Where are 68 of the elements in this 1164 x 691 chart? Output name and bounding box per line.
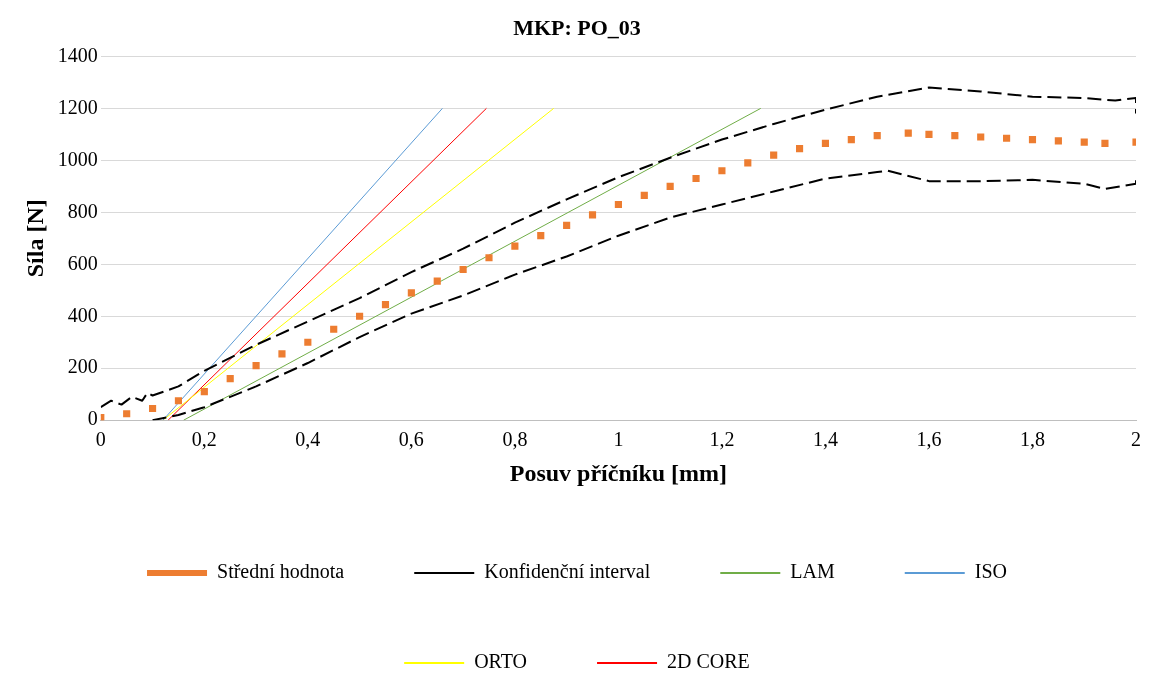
point: [640, 191, 648, 199]
point: [304, 338, 312, 346]
point: [588, 211, 597, 219]
line-series: [151, 169, 1136, 421]
y-tick-label: 200: [67, 355, 98, 378]
y-tick-label: 1000: [57, 147, 98, 170]
legend-label: Konfidenční interval: [484, 560, 651, 583]
y-tick-label: 800: [67, 199, 98, 222]
x-tick-label: 1,4: [812, 428, 838, 451]
point: [795, 145, 804, 153]
point: [925, 130, 933, 138]
y-tick-label: 1400: [57, 43, 98, 66]
point: [200, 388, 208, 396]
x-tick-label: 1,2: [709, 428, 735, 451]
x-tick-label: 1,8: [1019, 428, 1045, 451]
point: [666, 182, 674, 190]
point: [433, 277, 441, 285]
point: [977, 133, 985, 141]
x-tick-label: 1,6: [916, 428, 942, 451]
chart-title: MKP: PO_03: [513, 14, 641, 40]
point: [148, 404, 157, 413]
point: [459, 265, 467, 274]
y-tick-label: 0: [87, 407, 98, 430]
point: [330, 325, 338, 333]
point: [226, 375, 234, 383]
point: [1028, 135, 1037, 144]
x-tick-label: 0,4: [295, 428, 321, 451]
point: [174, 397, 183, 405]
point: [563, 221, 571, 229]
point: [356, 312, 364, 320]
point: [718, 167, 726, 175]
point: [381, 300, 390, 309]
legend-label: ORTO: [474, 650, 528, 673]
y-tick-label: 400: [67, 303, 98, 326]
point: [1054, 137, 1062, 145]
point: [1080, 138, 1088, 146]
x-tick-label: 1: [613, 428, 624, 451]
point: [873, 132, 881, 140]
point: [744, 159, 752, 167]
legend-label: 2D CORE: [667, 650, 750, 673]
x-tick-label: 0,8: [502, 428, 528, 451]
point: [847, 135, 855, 144]
point: [278, 350, 286, 358]
point: [252, 362, 260, 370]
y-tick-label: 600: [67, 251, 98, 274]
point: [904, 129, 912, 137]
point: [692, 174, 700, 183]
legend-label: Střední hodnota: [217, 560, 345, 583]
point: [485, 254, 493, 262]
legend-label: LAM: [790, 560, 835, 583]
point: [1003, 134, 1011, 142]
point: [407, 289, 415, 297]
line-series: [100, 86, 1136, 409]
point: [821, 139, 830, 148]
point: [951, 132, 959, 140]
point: [123, 410, 131, 418]
point: [1101, 139, 1109, 148]
point: [511, 242, 519, 250]
point: [770, 151, 778, 159]
y-tick-label: 1200: [57, 95, 98, 118]
point: [537, 232, 545, 240]
x-axis-title: Posuv příčníku [mm]: [509, 459, 728, 486]
legend-label: ISO: [974, 560, 1007, 583]
x-tick-label: 2: [1131, 428, 1141, 451]
y-axis-title: Síla [N]: [21, 199, 48, 278]
x-tick-label: 0,6: [398, 428, 424, 451]
x-tick-label: 0,2: [191, 428, 217, 451]
point: [614, 200, 622, 209]
